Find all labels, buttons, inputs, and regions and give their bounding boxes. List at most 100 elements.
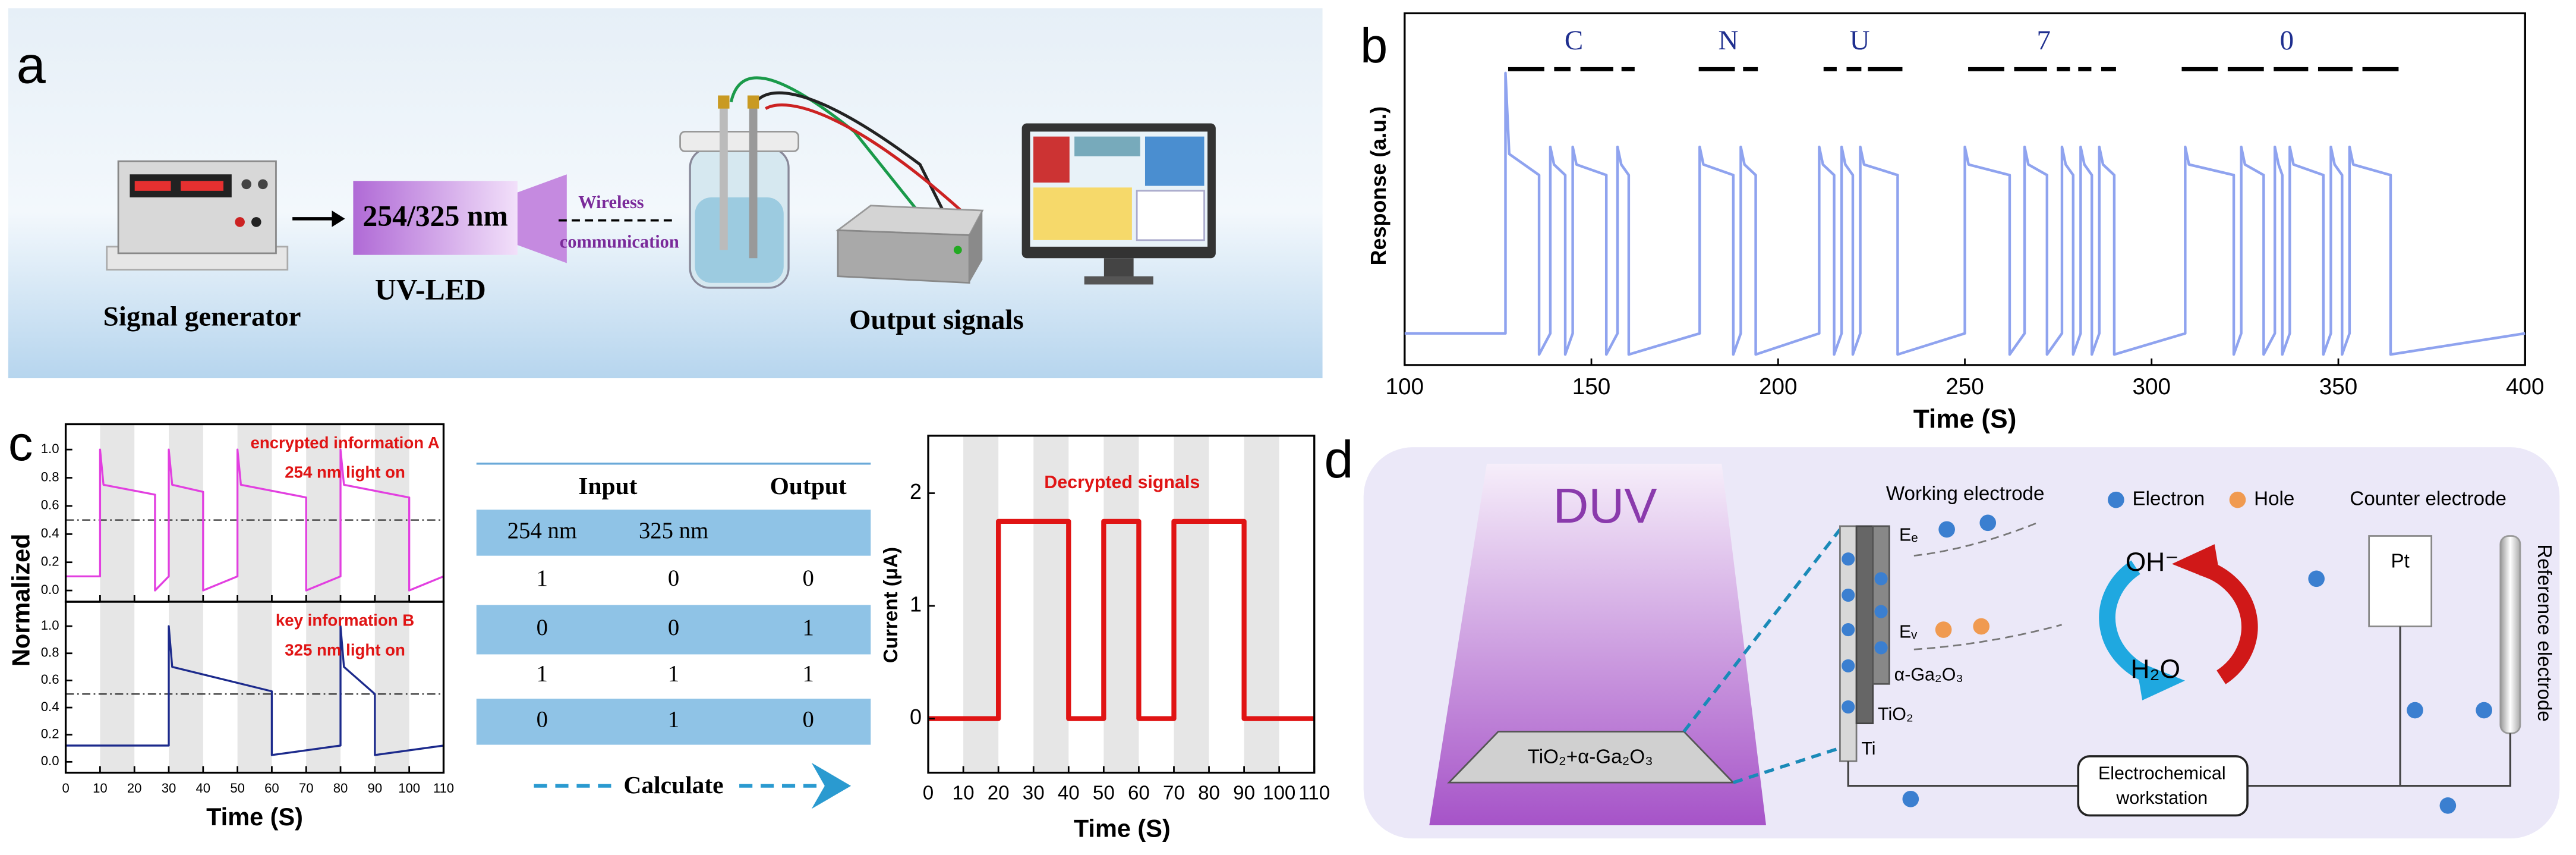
table-subheader: 254 nm	[507, 518, 577, 543]
shaded-band	[306, 424, 341, 602]
table-cell: 1	[803, 661, 814, 686]
zoom-line	[1682, 528, 1842, 733]
ev-label: Eᵥ	[1899, 622, 1917, 642]
y-tick-label: 0.0	[41, 582, 59, 597]
y-axis-label: Response (a.u.)	[1366, 106, 1391, 266]
calculate-label: Calculate	[623, 771, 723, 799]
code-letter: 0	[2280, 25, 2294, 56]
table-subheader: 325 nm	[639, 518, 708, 543]
table-cell: 0	[537, 708, 548, 733]
x-axis-label: Time (S)	[1074, 814, 1171, 842]
generator-label: Signal generator	[103, 301, 301, 332]
y-tick-label: 1.0	[41, 441, 59, 456]
y-tick-label: 0.2	[41, 554, 59, 569]
x-tick-label: 20	[127, 781, 142, 796]
tio2-layer	[1855, 525, 1874, 725]
shaded-band	[1244, 435, 1279, 773]
table-header: Input	[578, 472, 637, 499]
x-tick-label: 40	[1058, 782, 1080, 804]
x-tick-label: 40	[196, 781, 211, 796]
y-tick-label: 1.0	[41, 618, 59, 633]
x-tick-label: 100	[1263, 782, 1295, 804]
y-tick-label: 0.0	[41, 753, 59, 768]
communication-label: communication	[560, 231, 679, 252]
code-letter: 7	[2036, 25, 2051, 56]
pt-electrode	[2368, 535, 2433, 627]
data-line	[65, 448, 444, 592]
shaded-band	[1033, 435, 1069, 773]
y-tick-label: 0	[910, 705, 922, 729]
table-cell: 0	[668, 566, 679, 591]
shaded-band	[100, 602, 135, 773]
x-tick-label: 10	[953, 782, 975, 804]
panel-label: c	[8, 416, 33, 471]
table-cell: 1	[668, 708, 679, 733]
shaded-band	[306, 602, 341, 773]
wireless-label: Wireless	[578, 192, 644, 212]
ga2o3-label: α-Ga₂O₃	[1894, 664, 1963, 684]
panel-label: b	[1360, 18, 1388, 73]
output-label: Output signals	[849, 304, 1024, 335]
holes	[1935, 491, 2246, 638]
x-tick-label: 110	[433, 781, 454, 796]
x-tick-label: 90	[1233, 782, 1255, 804]
x-tick-label: 100	[398, 781, 420, 796]
x-tick-label: 80	[333, 781, 348, 796]
table-row-bg	[476, 699, 871, 745]
code-letter: C	[1565, 25, 1583, 56]
x-tick-label: 10	[93, 781, 108, 796]
panel-d: d DUV TiO₂+α-Ga₂O₃ Working electrode Eₑ …	[1324, 430, 2560, 839]
led-label: UV-LED	[375, 274, 486, 306]
shaded-band	[374, 602, 409, 773]
y-tick-label: 0.6	[41, 498, 59, 513]
shaded-band	[963, 435, 999, 773]
x-tick-label: 350	[2319, 374, 2358, 400]
x-tick-label: 60	[1128, 782, 1150, 804]
plot-frame	[927, 435, 1316, 774]
table-cell: 0	[803, 708, 814, 733]
data-line	[1404, 71, 2525, 356]
signal-generator-icon	[106, 160, 289, 271]
data-line	[928, 518, 1314, 721]
wire	[1847, 626, 2512, 787]
code-letter: N	[1718, 25, 1738, 56]
x-tick-label: 300	[2133, 374, 2171, 400]
code-letter: U	[1850, 25, 1870, 56]
x-axis-label: Time (S)	[1913, 405, 2017, 434]
x-tick-label: 60	[264, 781, 279, 796]
working-label: Working electrode	[1886, 483, 2045, 505]
wavelength-label: 254/325 nm	[362, 199, 508, 232]
led-cone	[517, 174, 567, 263]
ee-label: Eₑ	[1899, 524, 1918, 545]
x-tick-label: 110	[1298, 782, 1330, 804]
table-cell: 1	[537, 661, 548, 686]
x-tick-label: 50	[230, 781, 245, 796]
annotation: key information B	[276, 611, 414, 630]
h2o-label: H₂O	[2130, 655, 2180, 684]
calc-arrow-head	[811, 762, 852, 809]
workstation-box	[2077, 755, 2249, 817]
x-tick-label: 20	[988, 782, 1010, 804]
ti-label: Ti	[1861, 738, 1875, 759]
x-tick-label: 250	[1946, 374, 1984, 400]
y-axis-label: Current (μA)	[880, 547, 902, 663]
shaded-band	[169, 424, 203, 602]
cycle-arrow	[2099, 560, 2158, 686]
led-box	[353, 181, 518, 255]
truth-table: Input Output 254 nm 325 nm Calculate	[476, 463, 871, 809]
reference-electrode	[2499, 535, 2521, 734]
cell-icon	[679, 76, 962, 289]
panel-label: d	[1324, 430, 1353, 489]
y-tick-label: 0.4	[41, 526, 59, 540]
table-row-bg	[476, 510, 871, 556]
x-tick-label: 70	[299, 781, 314, 796]
annotation: 325 nm light on	[285, 640, 405, 659]
cycle-arrow-head	[2171, 544, 2221, 584]
x-tick-label: 70	[1163, 782, 1185, 804]
y-tick-label: 0.2	[41, 727, 59, 741]
hole-legend: Hole	[2254, 488, 2294, 510]
workstation-label: Electrochemical	[2098, 763, 2226, 783]
monitor-icon	[1021, 123, 1216, 285]
